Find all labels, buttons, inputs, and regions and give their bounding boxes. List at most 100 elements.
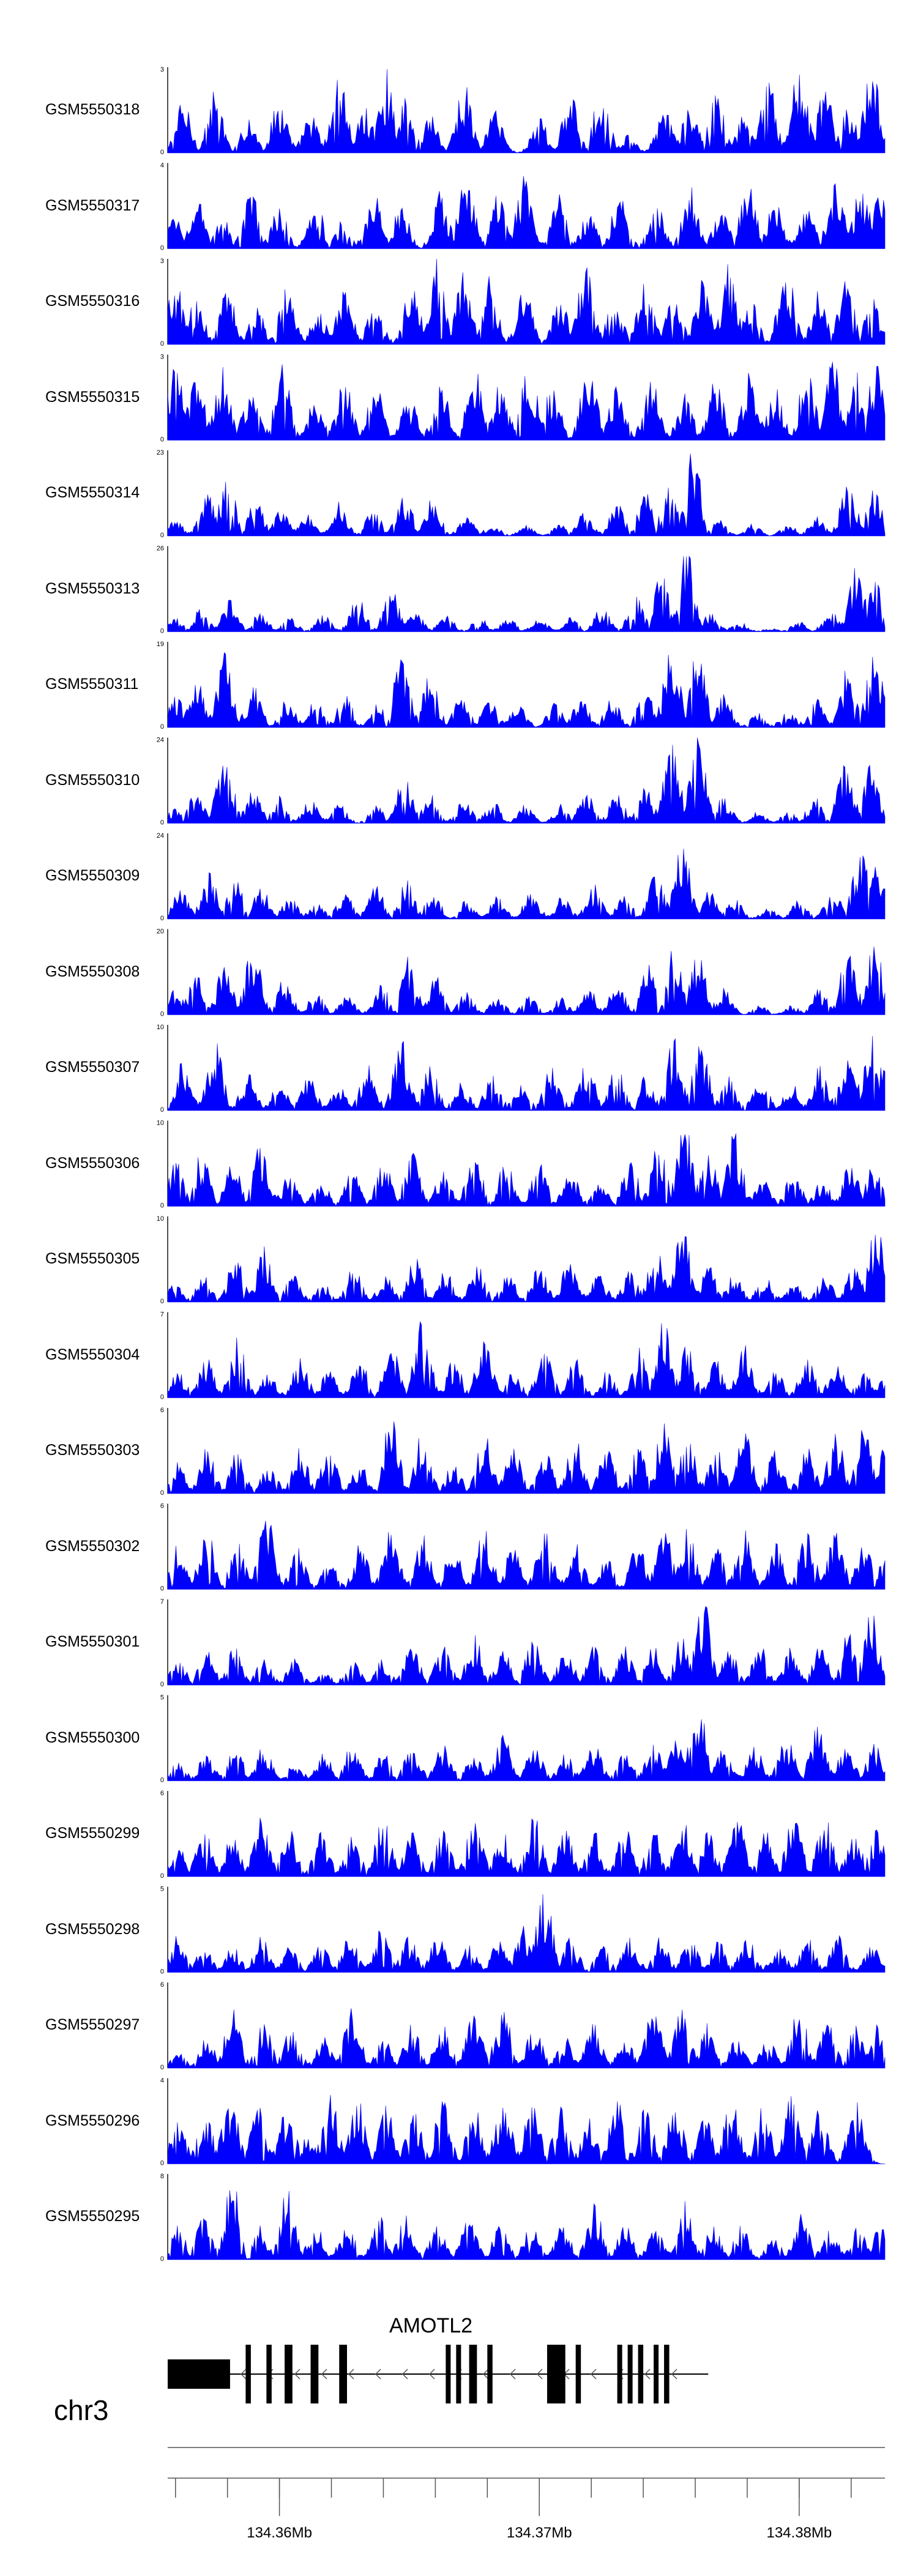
track-ymax-label: 4	[160, 162, 164, 169]
signal-area	[167, 69, 886, 154]
signal-track: 30	[160, 258, 886, 348]
signal-track: 70	[160, 1598, 886, 1688]
track-ymax-label: 8	[160, 2173, 164, 2180]
signal-track: 30	[160, 66, 886, 156]
track-ymax-label: 7	[160, 1311, 164, 1319]
signal-track: 23 0	[157, 449, 886, 539]
track-label: GSM5550315	[45, 388, 140, 406]
track-ymin-label: 0	[160, 1681, 164, 1688]
signal-area	[167, 2094, 886, 2164]
track-ymax-label: 24	[157, 832, 164, 839]
track-ymin-label: 0	[160, 915, 164, 922]
signal-area	[167, 2008, 886, 2069]
gene-exon	[456, 2345, 461, 2403]
track-label: GSM5550314	[45, 484, 140, 501]
strand-arrow	[509, 2369, 516, 2380]
signal-area	[167, 1234, 886, 1303]
signal-track: 10 0	[157, 1024, 886, 1114]
track-ymin-label: 0	[160, 1106, 164, 1114]
signal-track: 40	[160, 2077, 886, 2167]
track-label: GSM5550303	[45, 1442, 140, 1459]
track-label: GSM5550307	[45, 1059, 140, 1076]
signal-area	[167, 453, 886, 537]
gene-exon	[266, 2345, 272, 2403]
track-label: GSM5550296	[45, 2112, 140, 2129]
signal-track: 60	[160, 1407, 886, 1497]
strand-arrow	[671, 2369, 677, 2380]
track-label: GSM5550304	[45, 1346, 140, 1363]
gene-exon	[627, 2345, 633, 2403]
signal-area	[167, 1321, 886, 1398]
track-ymax-label: 24	[157, 737, 164, 744]
signal-track: 70	[160, 1311, 886, 1401]
track-ymin-label: 0	[160, 149, 164, 156]
track-label: GSM5550317	[45, 196, 140, 214]
gene-exon	[664, 2345, 670, 2403]
signal-area	[167, 2190, 886, 2260]
track-ymin-label: 0	[160, 723, 164, 731]
signal-area	[167, 1606, 886, 1686]
gene-exon	[245, 2345, 251, 2403]
strand-arrow	[294, 2369, 300, 2380]
track-ymin-label: 0	[160, 245, 164, 252]
gene-exon	[617, 2345, 622, 2403]
track-label: GSM5550297	[45, 2016, 140, 2033]
signal-track: 19 0	[157, 641, 886, 731]
track-label: GSM5550306	[45, 1154, 140, 1172]
track-label: GSM5550295	[45, 2208, 140, 2225]
track-label: GSM5550311	[45, 676, 139, 693]
track-ymax-label: 6	[160, 1407, 164, 1414]
track-ymin-label: 0	[160, 2160, 164, 2167]
track-ymax-label: 3	[160, 66, 164, 73]
track-label: GSM5550298	[45, 1920, 140, 1938]
track-ymax-label: 4	[160, 2077, 164, 2085]
signal-track: 40	[160, 162, 886, 252]
axis-tick-label: 134.38Mb	[766, 2525, 832, 2541]
track-ymin-label: 0	[160, 340, 164, 348]
track-ymin-label: 0	[160, 2255, 164, 2263]
track-ymax-label: 5	[160, 1886, 164, 1893]
track-label: GSM5550299	[45, 1825, 140, 1842]
track-ymin-label: 0	[160, 1394, 164, 1401]
track-ymin-label: 0	[160, 436, 164, 444]
track-ymin-label: 0	[160, 2064, 164, 2071]
track-label: GSM5550313	[45, 579, 140, 597]
track-ymax-label: 19	[157, 641, 164, 648]
signal-track: 50	[160, 1694, 886, 1784]
strand-arrow	[644, 2369, 651, 2380]
track-ymax-label: 20	[157, 928, 164, 936]
track-ymin-label: 0	[160, 628, 164, 635]
gene-exon	[654, 2345, 659, 2403]
signal-area	[167, 652, 886, 728]
track-ymin-label: 0	[160, 1968, 164, 1976]
strand-arrow	[321, 2369, 327, 2380]
track-ymax-label: 10	[157, 1215, 164, 1223]
strand-arrow	[482, 2369, 489, 2380]
track-ymax-label: 3	[160, 354, 164, 361]
signal-track: 26 0	[157, 545, 886, 635]
strand-arrow	[536, 2369, 543, 2380]
signal-area	[167, 1421, 886, 1494]
track-ymax-label: 3	[160, 258, 164, 265]
track-ymax-label: 7	[160, 1598, 164, 1606]
strand-arrow	[401, 2369, 408, 2380]
track-ymin-label: 0	[160, 1872, 164, 1880]
signal-track: 60	[160, 1503, 886, 1593]
track-ymin-label: 0	[160, 1585, 164, 1593]
strand-arrow	[348, 2369, 354, 2380]
strand-arrow	[590, 2369, 597, 2380]
signal-area	[167, 737, 886, 824]
gene-exon	[339, 2345, 347, 2403]
track-label: GSM5550301	[45, 1633, 140, 1650]
track-label: GSM5550302	[45, 1537, 140, 1555]
signal-track: 60	[160, 1790, 886, 1880]
signal-area	[167, 555, 886, 632]
track-ymax-label: 6	[160, 1503, 164, 1510]
signal-area	[167, 362, 886, 441]
signal-tracks: 3040303023026019024024020010010010070606…	[157, 66, 886, 2263]
track-label: GSM5550310	[45, 771, 140, 789]
strand-arrow	[428, 2369, 435, 2380]
signal-track: 30	[160, 354, 886, 444]
chromosome-label: chr3	[54, 2394, 109, 2426]
